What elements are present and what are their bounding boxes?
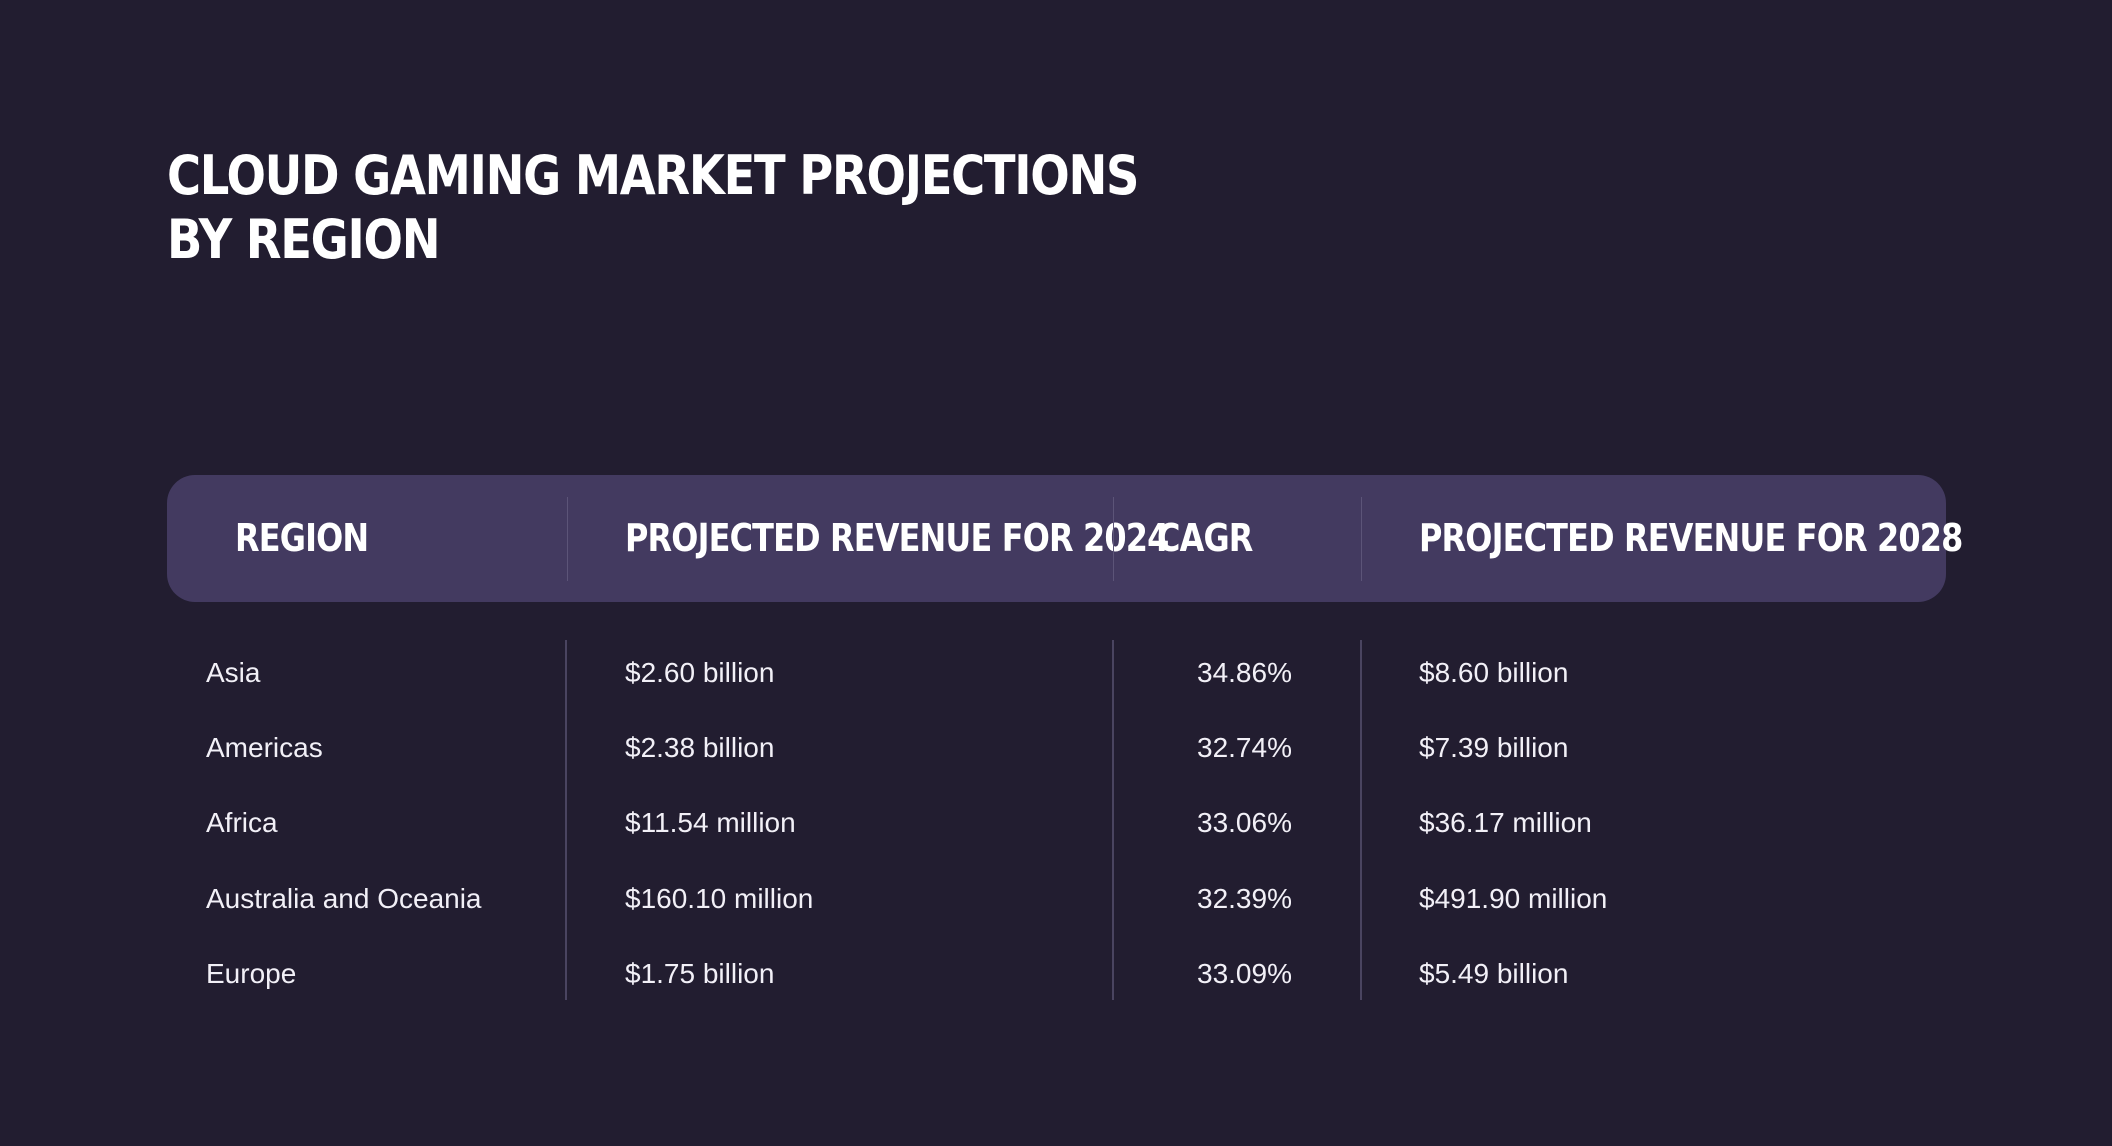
cell-revenue-2028: $8.60 billion [1419,657,1569,688]
header-divider [1113,497,1114,581]
cell-revenue-2028: $36.17 million [1419,807,1592,838]
header-cagr: CAGR [1157,516,1253,560]
cell-region: Europe [206,958,297,989]
cell-revenue-2024: $11.54 million [625,807,796,838]
table-row: Europe $1.75 billion 33.09% $5.49 billion [167,944,1946,1004]
cell-region: Asia [206,657,261,688]
cell-revenue-2028: $5.49 billion [1419,958,1569,989]
table-row: Africa $11.54 million 33.06% $36.17 million [167,793,1946,853]
header-region: REGION [235,516,369,560]
header-divider [1361,497,1362,581]
cell-region: Americas [206,732,323,763]
column-divider [565,640,567,1000]
cell-region: Africa [206,807,278,838]
cell-region: Australia and Oceania [206,883,482,914]
cell-cagr: 33.06% [1197,807,1292,838]
header-divider [567,497,568,581]
cell-revenue-2024: $160.10 million [625,883,814,914]
projections-table: REGION PROJECTED REVENUE FOR 2024 CAGR P… [167,475,1963,1000]
table-row: Americas $2.38 billion 32.74% $7.39 billion [167,718,1946,778]
header-revenue-2024: PROJECTED REVENUE FOR 2024 [625,516,1169,560]
cell-revenue-2024: $1.75 billion [625,958,775,989]
table-row: Asia $2.60 billion 34.86% $8.60 billion [167,643,1946,703]
cell-revenue-2024: $2.60 billion [625,657,775,688]
table-header: REGION PROJECTED REVENUE FOR 2024 CAGR P… [167,475,1963,602]
cell-cagr: 32.39% [1197,883,1292,914]
page-title: CLOUD GAMING MARKET PROJECTIONS BY REGIO… [167,144,1140,272]
column-divider [1112,640,1114,1000]
cell-cagr: 32.74% [1197,732,1292,763]
title-line-1: CLOUD GAMING MARKET PROJECTIONS [167,144,1140,207]
cell-revenue-2024: $2.38 billion [625,732,775,763]
table-row: Australia and Oceania $160.10 million 32.3… [167,869,1946,929]
table-body: Asia $2.60 billion 34.86% $8.60 billion Amer… [167,640,1946,1000]
cell-revenue-2028: $491.90 million [1419,883,1608,914]
cell-revenue-2028: $7.39 billion [1419,732,1569,763]
header-revenue-2028: PROJECTED REVENUE FOR 2028 [1419,516,1963,560]
title-line-2: BY REGION [167,208,441,271]
cell-cagr: 34.86% [1197,657,1292,688]
cell-cagr: 33.09% [1197,958,1292,989]
column-divider [1360,640,1362,1000]
